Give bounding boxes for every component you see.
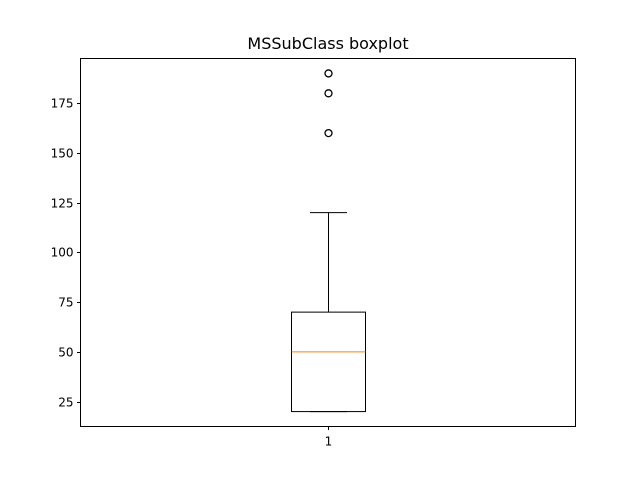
y-tick-label-75: 75 <box>58 296 73 310</box>
plot-area <box>291 69 366 413</box>
y-tick-label-150: 150 <box>51 147 74 161</box>
outlier-point-180 <box>324 89 333 98</box>
outlier-point-160 <box>324 128 333 138</box>
x-tick-label-1: 1 <box>325 435 333 449</box>
chart-title: MSSubClass boxplot <box>247 34 408 53</box>
y-tick-label-100: 100 <box>51 246 74 260</box>
y-tick-label-25: 25 <box>58 396 73 410</box>
y-tick-label-50: 50 <box>58 346 73 360</box>
axes: 25 50 75 100 125 150 175 1 <box>51 97 333 449</box>
y-tick-label-175: 175 <box>51 97 74 111</box>
y-tick-label-125: 125 <box>51 197 74 211</box>
outlier-point-190 <box>324 69 333 78</box>
box-iqr <box>291 311 366 413</box>
